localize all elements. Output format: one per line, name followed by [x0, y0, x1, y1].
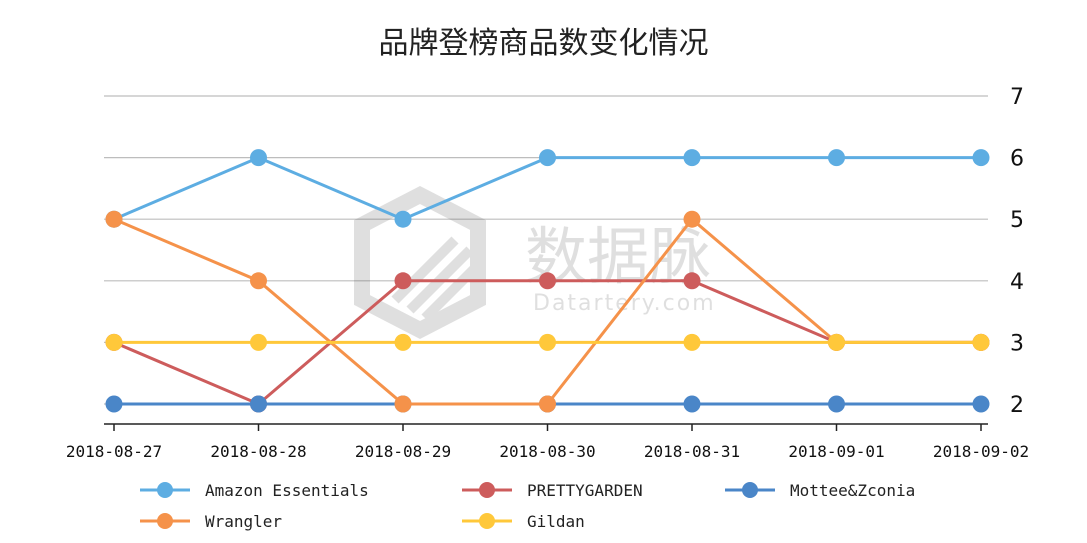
- legend-label: PRETTYGARDEN: [527, 481, 643, 500]
- x-tick-label: 2018-08-28: [210, 442, 306, 461]
- series-line: [113, 156, 981, 221]
- legend-label: Amazon Essentials: [205, 481, 369, 500]
- data-point: [105, 210, 123, 228]
- y-tick-label: 3: [1010, 331, 1024, 356]
- x-tick-label: 2018-08-31: [644, 442, 740, 461]
- data-point: [972, 149, 990, 167]
- series-layer: [105, 149, 990, 413]
- axes: 2 3 4 5 6 7 2018-08-27 2018-08-28 2018-08-29 2018…: [66, 85, 1029, 461]
- legend-label: Wrangler: [205, 512, 282, 531]
- data-point: [972, 333, 990, 351]
- data-point: [394, 210, 412, 228]
- y-tick-label: 4: [1010, 270, 1024, 295]
- data-point: [539, 149, 556, 167]
- data-point: [828, 395, 845, 413]
- legend-item[interactable]: Gildan: [462, 512, 585, 531]
- legend-swatch-marker: [157, 482, 173, 498]
- legend-swatch-marker: [742, 482, 758, 498]
- x-tick-label: 2018-09-01: [788, 442, 884, 461]
- data-point: [394, 395, 412, 413]
- data-point: [539, 395, 556, 413]
- data-point: [828, 149, 845, 167]
- data-point: [828, 333, 845, 351]
- legend-item[interactable]: Amazon Essentials: [140, 481, 369, 500]
- data-point: [250, 395, 267, 413]
- data-point: [394, 272, 412, 290]
- legend: Amazon Essentials PRETTYGARDEN Mottee&Zcon…: [140, 481, 915, 531]
- legend-swatch-marker: [157, 513, 173, 529]
- data-point: [683, 210, 701, 228]
- x-tick-label: 2018-08-30: [499, 442, 595, 461]
- data-point: [683, 395, 701, 413]
- x-tick-label: 2018-08-29: [355, 442, 451, 461]
- data-point: [105, 395, 123, 413]
- legend-swatch-marker: [479, 513, 495, 529]
- legend-swatch-marker: [479, 482, 495, 498]
- data-point: [250, 272, 267, 290]
- legend-item[interactable]: Mottee&Zconia: [725, 481, 915, 500]
- legend-label: Gildan: [527, 512, 585, 531]
- data-point: [683, 333, 701, 351]
- data-point: [105, 333, 123, 351]
- series-gildan: [105, 333, 990, 351]
- legend-item[interactable]: Wrangler: [140, 512, 282, 531]
- data-point: [683, 272, 701, 290]
- y-tick-label: 5: [1010, 208, 1024, 233]
- data-point: [394, 333, 412, 351]
- watermark-hexagon: [354, 185, 486, 340]
- series-amazon-essentials: [105, 149, 990, 228]
- data-point: [539, 272, 556, 290]
- y-tick-label: 6: [1010, 147, 1024, 172]
- data-point: [250, 149, 267, 167]
- data-point: [539, 333, 556, 351]
- chart-title: 品牌登榜商品数变化情况: [378, 26, 709, 61]
- legend-label: Mottee&Zconia: [790, 481, 915, 500]
- watermark-url: Datartery.com: [533, 291, 716, 316]
- y-tick-label: 7: [1010, 85, 1024, 110]
- x-tick-label: 2018-09-02: [933, 442, 1029, 461]
- data-point: [683, 149, 701, 167]
- data-point: [250, 333, 267, 351]
- y-tick-label: 2: [1010, 393, 1024, 418]
- legend-item[interactable]: PRETTYGARDEN: [462, 481, 643, 500]
- data-point: [972, 395, 990, 413]
- x-tick-label: 2018-08-27: [66, 442, 162, 461]
